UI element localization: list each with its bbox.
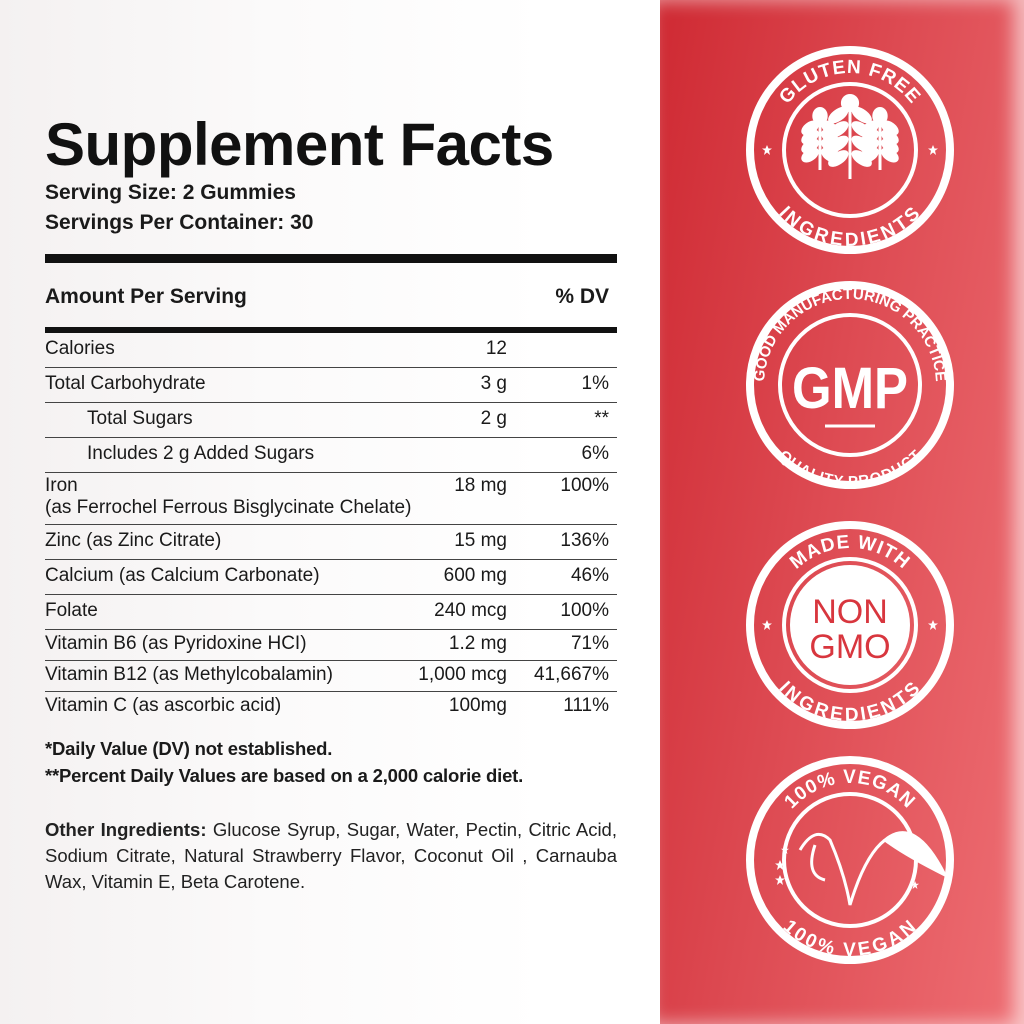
star-icon bbox=[911, 881, 919, 889]
nutrient-detail: (as Ferrochel Ferrous Bisglycinate Chela… bbox=[45, 497, 412, 518]
badge-outer-ring bbox=[746, 281, 954, 489]
amount: 2 g bbox=[480, 408, 507, 429]
supplement-facts-label: Supplement Facts Serving Size: 2 Gummies… bbox=[45, 112, 625, 895]
badge-inner-ring bbox=[778, 313, 922, 457]
daily-value: 136% bbox=[560, 530, 609, 551]
nutrient-label: Zinc (as Zinc Citrate) bbox=[45, 530, 222, 551]
amount: 3 g bbox=[480, 373, 507, 394]
star-icon bbox=[775, 860, 785, 870]
serving-size: Serving Size: 2 Gummies bbox=[45, 181, 296, 204]
table-row: Calcium (as Calcium Carbonate) 600 mg 46% bbox=[45, 560, 617, 595]
badge-inner-ring bbox=[782, 82, 918, 218]
nutrient-label: Folate bbox=[45, 600, 98, 621]
amount: 1.2 mg bbox=[448, 633, 507, 654]
daily-value: 111% bbox=[563, 695, 609, 716]
dv-header: % DV bbox=[555, 285, 609, 308]
star-icon bbox=[781, 846, 789, 854]
daily-value: 1% bbox=[581, 373, 609, 394]
non-text: NON bbox=[812, 593, 888, 631]
table-row: Includes 2 g Added Sugars 6% bbox=[45, 438, 617, 473]
table-row: Iron 18 mg 100% (as Ferrochel Ferrous Bisgl… bbox=[45, 473, 617, 525]
nutrient-label: Vitamin C (as ascorbic acid) bbox=[45, 695, 282, 716]
star-icon bbox=[928, 620, 938, 630]
wheat-icon bbox=[801, 94, 899, 179]
badge-panel bbox=[660, 0, 1024, 1024]
star-icon bbox=[762, 620, 772, 630]
badge-outer-ring bbox=[746, 756, 954, 964]
table-row: Total Sugars 2 g ** bbox=[45, 403, 617, 438]
daily-value: ** bbox=[594, 408, 609, 429]
footnote: *Daily Value (DV) not established. bbox=[45, 738, 333, 759]
footnotes: *Daily Value (DV) not established. **Per… bbox=[45, 735, 625, 789]
amount: 15 mg bbox=[454, 530, 507, 551]
star-icon bbox=[762, 145, 772, 155]
table-header: Amount Per Serving % DV bbox=[45, 263, 617, 327]
nutrient-label: Total Sugars bbox=[87, 408, 193, 429]
table-row: Vitamin B12 (as Methylcobalamin) 1,000 mc… bbox=[45, 661, 617, 692]
badge-bottom-text: INGREDIENTS bbox=[775, 203, 925, 251]
badge-non-gmo: MADE WITH INGREDIENTS NON GMO bbox=[745, 520, 955, 730]
daily-value: 71% bbox=[570, 633, 609, 654]
table-row: Vitamin B6 (as Pyridoxine HCI) 1.2 mg 71% bbox=[45, 630, 617, 661]
divider bbox=[45, 254, 617, 263]
nutrient-table: Calories 12 Total Carbohydrate 3 g 1% Total S… bbox=[45, 333, 617, 723]
nutrient-label: Includes 2 g Added Sugars bbox=[87, 443, 315, 464]
badge-inner-ring bbox=[782, 792, 918, 928]
label-background bbox=[0, 0, 680, 1024]
other-ingredients-label: Other Ingredients: bbox=[45, 819, 207, 840]
nutrient-label: Vitamin B6 (as Pyridoxine HCI) bbox=[45, 633, 307, 654]
amount: 1,000 mcg bbox=[418, 664, 507, 685]
badge-outer-ring bbox=[746, 46, 954, 254]
footnote: **Percent Daily Values are based on a 2,… bbox=[45, 765, 524, 786]
nutrient-label: Vitamin B12 (as Methylcobalamin) bbox=[45, 664, 333, 685]
nutrient-label: Total Carbohydrate bbox=[45, 373, 206, 394]
amount: 12 bbox=[485, 338, 507, 359]
other-ingredients-text: Glucose Syrup, Sugar, Water, Pectin, Cit… bbox=[45, 819, 617, 892]
nutrient-label: Iron bbox=[45, 475, 78, 496]
table-row: Calories 12 bbox=[45, 333, 617, 368]
table-row: Zinc (as Zinc Citrate) 15 mg 136% bbox=[45, 525, 617, 560]
badge-vegan: 100% VEGAN 100% VEGAN bbox=[745, 755, 955, 965]
vegan-v-leaf-icon bbox=[798, 831, 949, 906]
daily-value: 100% bbox=[560, 475, 609, 496]
amount: 600 mg bbox=[443, 565, 507, 586]
amount: 100mg bbox=[448, 695, 507, 716]
table-row: Total Carbohydrate 3 g 1% bbox=[45, 368, 617, 403]
table-row: Folate 240 mcg 100% bbox=[45, 595, 617, 630]
other-ingredients: Other Ingredients: Glucose Syrup, Sugar,… bbox=[45, 817, 617, 895]
amount: 18 mg bbox=[454, 475, 507, 496]
daily-value: 6% bbox=[581, 443, 609, 464]
badge-outer-ring bbox=[746, 521, 954, 729]
divider bbox=[45, 327, 617, 333]
badge-inner-ring bbox=[782, 557, 918, 693]
amount: 240 mcg bbox=[434, 600, 507, 621]
daily-value: 41,667% bbox=[533, 664, 609, 685]
badge-gluten-free: GLUTEN FREE INGREDIENTS bbox=[745, 45, 955, 255]
page-title: Supplement Facts bbox=[45, 111, 554, 178]
star-icon bbox=[775, 875, 785, 885]
nutrient-label: Calories bbox=[45, 338, 115, 359]
nutrient-label: Calcium (as Calcium Carbonate) bbox=[45, 565, 320, 586]
table-row: Vitamin C (as ascorbic acid) 100mg 111% bbox=[45, 692, 617, 723]
servings-per-container: Servings Per Container: 30 bbox=[45, 211, 314, 234]
badge-gmp: GOOD MANUFACTURING PRACTICE QUALITY PROD… bbox=[745, 280, 955, 490]
daily-value: 46% bbox=[570, 565, 609, 586]
amount-header: Amount Per Serving bbox=[45, 285, 247, 308]
daily-value: 100% bbox=[560, 600, 609, 621]
gmo-text: GMO bbox=[809, 628, 890, 666]
gmp-text: GMP bbox=[792, 356, 908, 421]
star-icon bbox=[928, 145, 938, 155]
badge-bottom-text: 100% VEGAN bbox=[779, 916, 921, 961]
